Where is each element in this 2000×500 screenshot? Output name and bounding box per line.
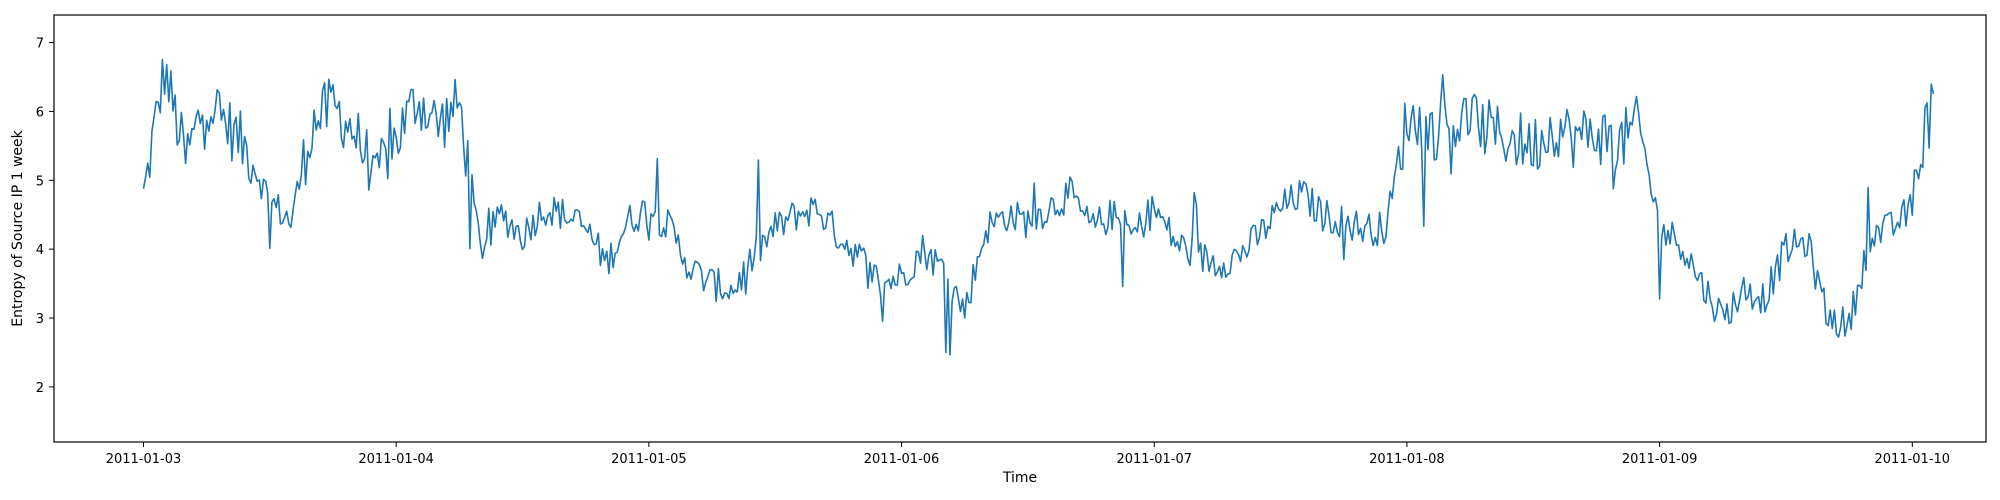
x-tick-label: 2011-01-06 <box>864 452 940 467</box>
y-axis-label: Entropy of Source IP 1 week <box>10 129 26 326</box>
series-line <box>142 58 1935 356</box>
x-axis-ticks: 2011-01-03 2011-01-04 2011-01-05 2011-01-06… <box>106 442 1950 467</box>
axes-frame <box>53 14 1987 443</box>
x-tick-label: 2011-01-04 <box>358 452 434 467</box>
y-tick-label: 7 <box>36 37 44 52</box>
y-tick-label: 5 <box>36 174 44 189</box>
y-tick-label: 6 <box>36 105 44 120</box>
y-tick-label: 4 <box>36 243 44 258</box>
y-axis-ticks: 2 3 4 5 6 7 <box>36 37 54 396</box>
x-tick-label: 2011-01-03 <box>106 452 182 467</box>
x-axis-label: Time <box>1002 470 1037 486</box>
plot-area <box>142 58 1935 356</box>
y-tick-label: 2 <box>36 381 44 396</box>
x-tick-label: 2011-01-05 <box>611 452 687 467</box>
x-tick-label: 2011-01-10 <box>1875 452 1951 467</box>
x-tick-label: 2011-01-07 <box>1116 452 1192 467</box>
x-tick-label: 2011-01-09 <box>1622 452 1698 467</box>
x-tick-label: 2011-01-08 <box>1369 452 1445 467</box>
y-tick-label: 3 <box>36 312 44 327</box>
